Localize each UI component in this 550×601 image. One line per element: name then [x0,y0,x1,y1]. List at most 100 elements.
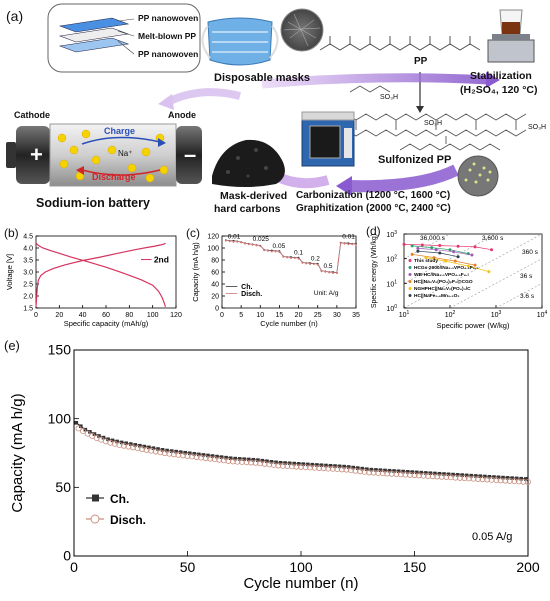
cycle-point [343,242,346,245]
disch-point [420,472,427,479]
disch-point [220,457,227,464]
layer-label-top: PP nanowoven [138,13,199,23]
disch-point [189,453,196,460]
ch-point [473,474,478,478]
legend-marker [408,266,412,269]
discharge-label: Discharge [92,172,136,182]
legend-label: HCGs-2000//Na₃.₁VPO₄.₅F₀.₇ [414,265,478,271]
ch-point [119,440,124,445]
svg-text:–: – [184,142,196,167]
cycle-point [278,251,281,254]
cycle-point [244,242,246,245]
disch-point [266,461,273,468]
x-tick-label: 103 [491,310,502,319]
ch-point [110,438,115,443]
time-label: 3,600 s [482,235,504,242]
ch-point [283,461,287,465]
ch-point [401,469,405,474]
ch-point [510,476,514,480]
disch-point [275,462,282,469]
ch-point [274,460,278,465]
ch-point [355,466,360,470]
ch-point [310,462,315,467]
series-point [416,246,420,250]
anode-label: Anode [168,110,196,120]
disch-point [130,444,137,451]
legend-marker [408,287,412,290]
disch-point [497,477,504,484]
cycle-point [316,263,319,266]
ch-point [405,470,410,474]
time-label: 36,000 s [420,235,446,242]
legend-label: This study [414,258,438,264]
series-point [424,256,428,260]
ch-point [138,443,142,448]
disch-point [488,476,495,483]
ch-point [315,463,319,467]
ch-point [383,468,387,473]
legend-label: HC||NaFe₀.₅Mn₀.₅O₂ [414,293,460,299]
panel-e-label: (e) [4,338,20,353]
x-tick-exp: 4 [545,310,548,316]
disch-point [80,428,87,435]
disch-point [370,469,377,476]
legend-marker [408,259,412,262]
ch-point [128,442,133,446]
ch-point [160,448,165,452]
disch-point [143,446,150,453]
rate-label: 0.05 A/g [472,531,512,543]
x-tick-label: 104 [537,310,548,319]
x-tick-label: 0 [34,312,38,319]
cycle-point [282,256,285,258]
ch-point [369,467,374,472]
series-point [438,251,442,255]
ch-point [246,457,251,462]
disch-point [456,474,463,481]
y-tick-label: 2.5 [23,281,33,288]
disch-point [179,452,186,459]
unit-label: Unit: A/g [314,290,339,297]
cycle-point [328,271,331,274]
cycle-point [324,271,327,273]
series-point [487,270,491,274]
chart-b: 0 20 40 60 80 100 120 1.5 2.0 2.5 3.0 3.5 4.0 4.5 Spec… [5,233,182,328]
y-tick-label: 60 [211,269,219,276]
ch-point [519,476,523,481]
layer-stack [58,17,135,55]
time-label: 3.6 s [520,293,535,300]
cycle-point [270,250,273,253]
ch-point [115,439,119,444]
legend-marker-disch [90,514,100,524]
iso-time-line [449,258,543,309]
panel-b: (b) 0 20 40 60 80 100 120 1.5 2.0 2.5 3.0 3.5 4.0 4.5… [0,226,186,336]
series-point [448,248,452,252]
x-tick-exp: 1 [407,310,410,316]
legend-label-disch: Disch. [110,513,146,527]
annotation-2nd: 2nd [154,255,169,265]
disch-point [479,476,486,483]
disch-point [311,464,318,471]
rate-label: 0.5 [323,263,332,270]
svg-text:+: + [30,142,43,167]
series-line-4 [412,253,476,266]
voltage-curve-1 [35,242,166,307]
cycle-point [312,263,315,266]
iso-time-line [403,233,497,284]
panel-b-label: (b) [4,226,19,240]
ch-point [174,449,178,454]
furnace-icon [301,111,355,167]
carbonization-label: Carbonization (1200 °C, 1600 °C) [296,190,451,201]
ch-point [469,473,474,478]
disch-point [152,448,159,455]
ch-point [487,474,492,479]
panel-c-label: (c) [186,226,200,240]
disch-point [438,473,445,480]
y-tick-label: 40 [211,281,219,288]
rate-label: 0.05 [273,243,286,250]
ch-point [365,467,369,472]
panel-a-label: (a) [6,8,24,24]
ch-point [460,473,464,477]
legend-marker-ch [92,494,99,502]
legend-label: NGHPHC||Na₃V₂(PO₄)₃/C [414,286,471,292]
